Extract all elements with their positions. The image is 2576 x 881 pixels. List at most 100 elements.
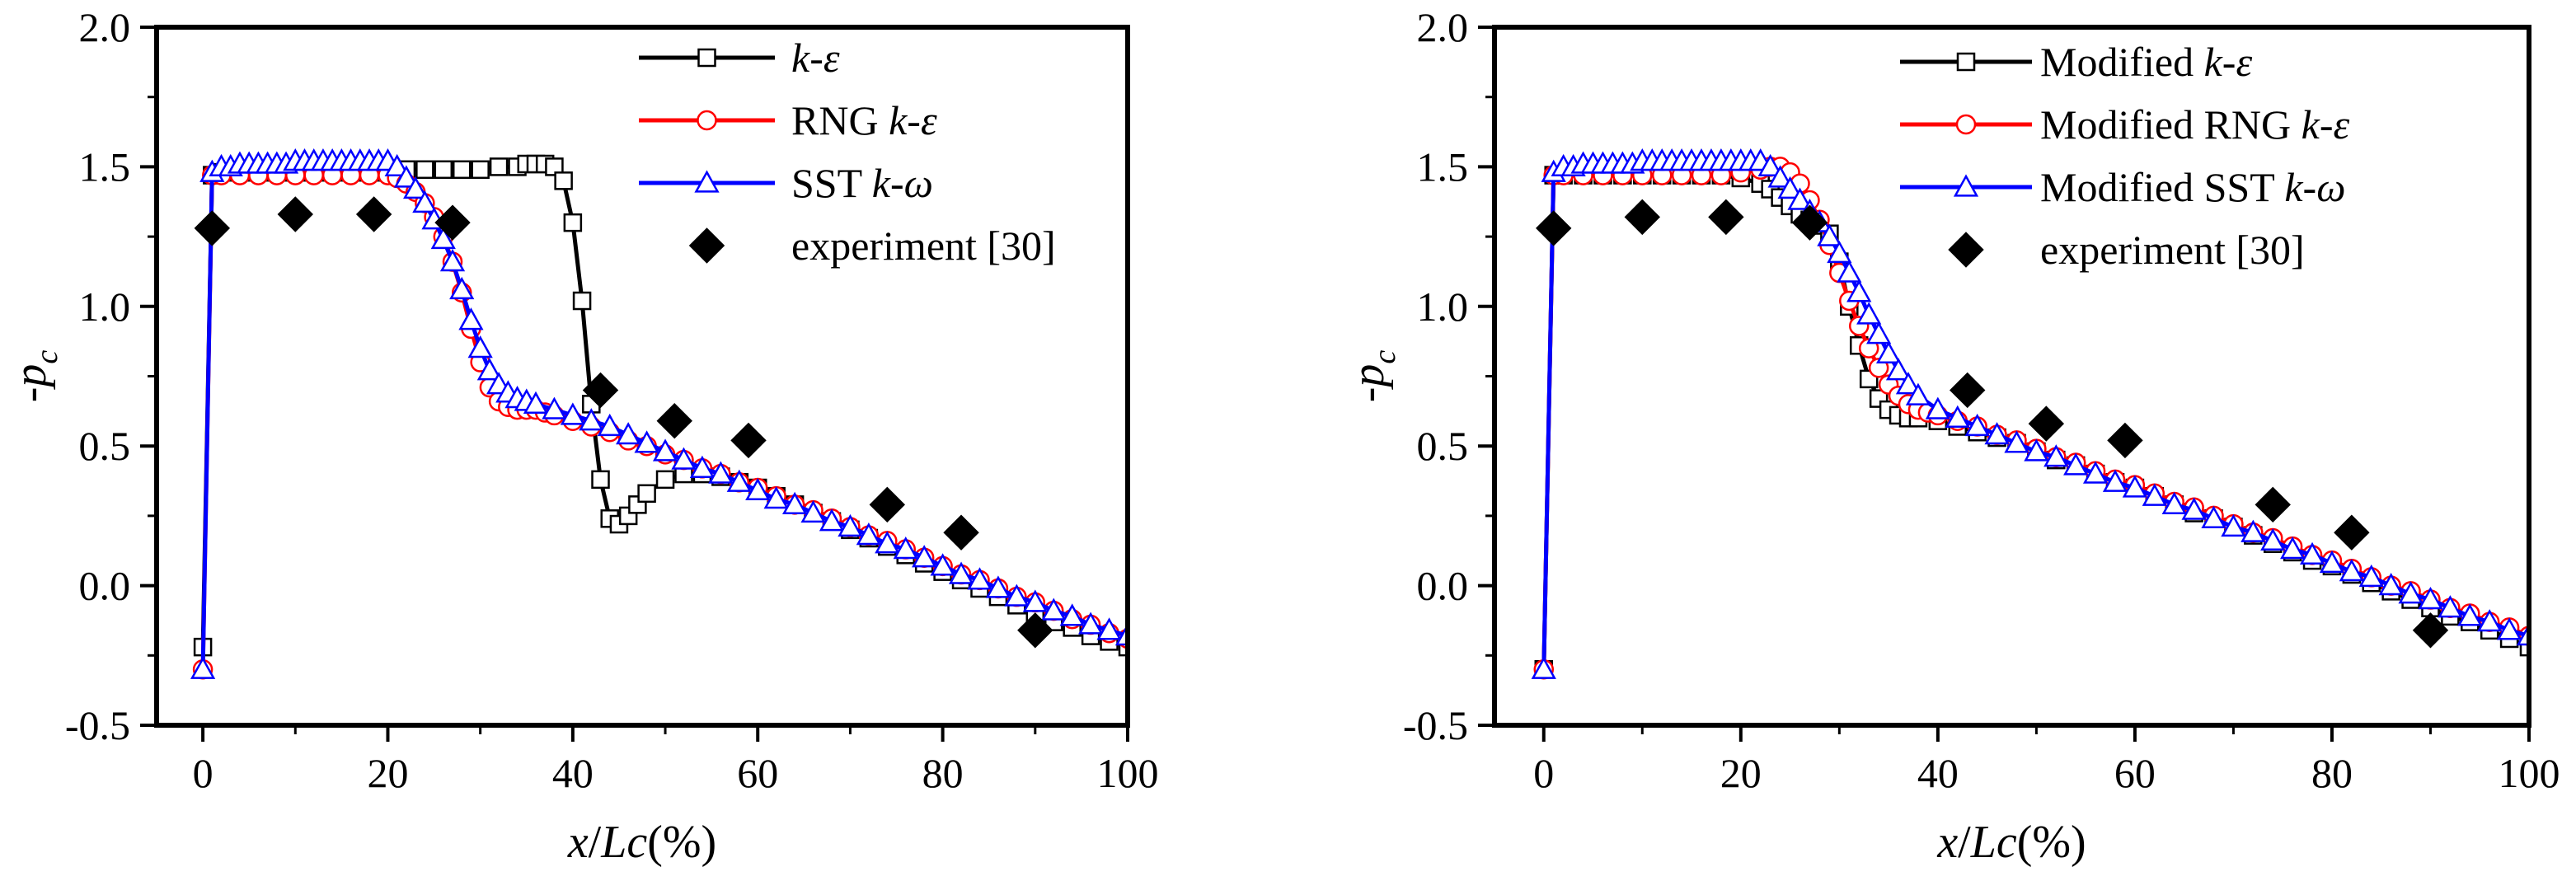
- data-point: [948, 561, 974, 584]
- x-tick-label: 60: [737, 750, 778, 796]
- data-point: [763, 485, 789, 509]
- data-point: [1708, 199, 1744, 236]
- data-point: [2241, 519, 2266, 542]
- data-point: [597, 413, 622, 437]
- data-point: [2280, 536, 2306, 560]
- x-axis-title: x/Lc(%): [1936, 817, 2086, 868]
- data-point: [708, 461, 734, 484]
- data-point: [1791, 204, 1828, 241]
- legend-marker: [688, 227, 725, 264]
- data-point: [1984, 422, 2010, 445]
- data-point: [781, 491, 808, 514]
- data-point: [572, 291, 592, 311]
- data-point: [943, 514, 979, 551]
- data-point: [2457, 603, 2483, 626]
- y-tick-label: 1.0: [1417, 284, 1469, 330]
- data-point: [652, 438, 678, 462]
- data-point: [1077, 612, 1104, 635]
- data-point: [1817, 223, 1842, 246]
- data-point: [1846, 279, 1872, 302]
- data-point: [671, 447, 697, 470]
- data-point: [689, 455, 716, 478]
- data-point: [2519, 637, 2529, 657]
- data-point: [1757, 153, 1783, 177]
- data-point: [2107, 422, 2143, 459]
- legend-label: Modified RNG k-ε: [2040, 101, 2350, 148]
- series-3: [194, 196, 1053, 649]
- data-point: [1624, 199, 1660, 236]
- data-point: [523, 391, 549, 415]
- data-point: [967, 567, 992, 590]
- legend-item: Modified k-ε: [1900, 39, 2252, 85]
- data-point: [726, 469, 752, 492]
- data-point: [2398, 581, 2424, 604]
- data-point: [2418, 586, 2443, 610]
- data-point: [415, 160, 434, 180]
- data-point: [2255, 486, 2291, 523]
- data-point: [434, 204, 471, 241]
- legend-label: SST k-ω: [791, 160, 933, 206]
- y-axis-title: -pc: [5, 350, 64, 403]
- legend-marker: [1955, 114, 1977, 135]
- data-point: [563, 213, 583, 232]
- series-2: [190, 148, 1128, 679]
- data-point: [2260, 527, 2286, 551]
- data-point: [856, 523, 881, 546]
- data-point: [1041, 597, 1067, 621]
- legend-item: SST k-ω: [639, 160, 933, 206]
- legend-label: experiment [30]: [2040, 227, 2305, 273]
- legend-item: Modified SST k-ω: [1900, 164, 2346, 210]
- y-tick-label: -0.5: [1403, 702, 1468, 748]
- data-point: [2082, 461, 2109, 484]
- data-point: [467, 335, 493, 358]
- data-point: [412, 190, 438, 213]
- data-point: [476, 358, 503, 381]
- data-point: [1895, 372, 1921, 395]
- data-point: [893, 536, 918, 560]
- data-point: [1875, 340, 1902, 364]
- data-point: [745, 477, 771, 501]
- legend-marker: [1953, 174, 1979, 197]
- data-point: [1964, 413, 1990, 437]
- data-point: [1856, 302, 1882, 325]
- legend-item: RNG k-ε: [639, 97, 937, 143]
- data-point: [1536, 210, 1572, 246]
- data-point: [434, 160, 453, 180]
- data-point: [730, 422, 767, 459]
- data-point: [2004, 430, 2029, 453]
- data-point: [2334, 514, 2370, 551]
- legend-marker: [694, 170, 720, 193]
- legend: Modified k-ε Modified RNG k-ε Modified SST…: [1900, 39, 2350, 273]
- data-point: [1885, 358, 1912, 381]
- data-point: [2477, 609, 2503, 632]
- data-point: [616, 422, 641, 445]
- plot-frame: [154, 25, 1130, 728]
- data-point: [355, 196, 392, 232]
- data-point: [637, 484, 656, 504]
- data-point: [554, 171, 573, 190]
- data-point: [875, 531, 900, 554]
- data-point: [800, 499, 826, 523]
- data-point: [384, 153, 410, 177]
- data-point: [1059, 603, 1085, 626]
- legend-label: RNG k-ε: [791, 97, 937, 143]
- data-point: [2496, 617, 2522, 640]
- data-point: [2221, 513, 2246, 537]
- x-tick-label: 60: [2114, 750, 2156, 796]
- data-point: [1950, 372, 1986, 409]
- data-point: [277, 196, 313, 232]
- data-point: [579, 408, 604, 431]
- data-point: [869, 486, 906, 523]
- plot-area: [1531, 148, 2529, 680]
- data-point: [2102, 469, 2128, 492]
- data-point: [452, 160, 472, 180]
- data-point: [591, 470, 610, 490]
- data-point: [2358, 564, 2384, 588]
- data-point: [1925, 396, 1950, 419]
- plot-area: [190, 148, 1128, 680]
- data-point: [542, 396, 567, 419]
- x-tick-label: 20: [367, 750, 408, 796]
- legend-item: experiment [30]: [1948, 227, 2305, 273]
- chart-panel-left: 0 20 40 60 80 100 -0.5 0.0 0.5 1.0 1.5 2.0 x/Lc(%) -p…: [5, 4, 1159, 868]
- data-point: [393, 165, 420, 188]
